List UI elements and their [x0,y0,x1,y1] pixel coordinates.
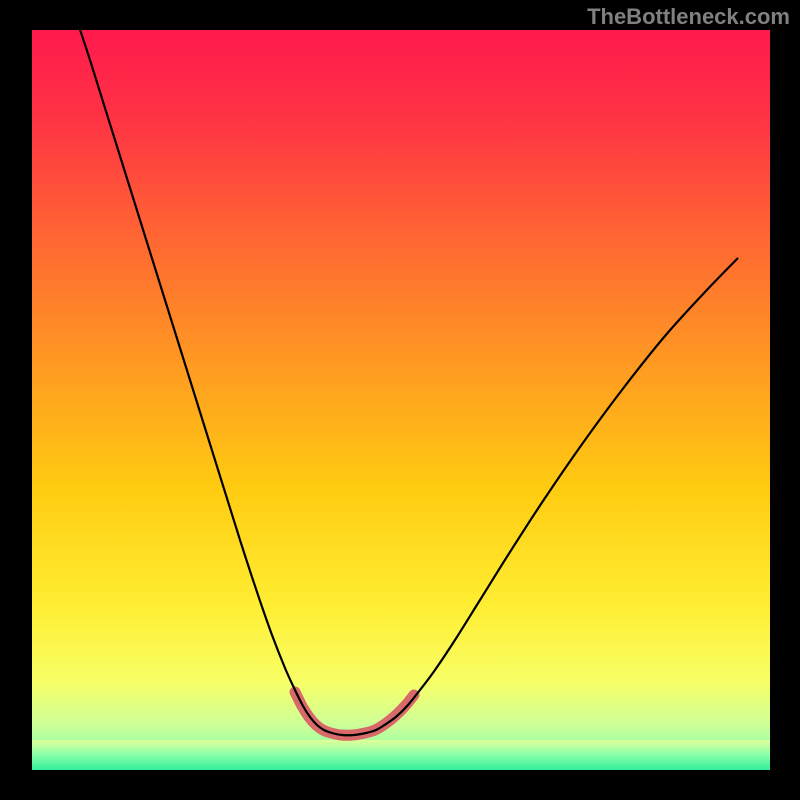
chart-background [32,30,770,770]
main-curve [70,0,738,735]
watermark-text: TheBottleneck.com [587,4,790,30]
highlight-curve [295,692,414,735]
chart-svg [32,30,770,770]
